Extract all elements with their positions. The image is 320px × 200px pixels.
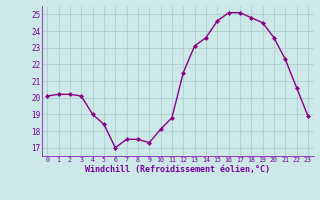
X-axis label: Windchill (Refroidissement éolien,°C): Windchill (Refroidissement éolien,°C)	[85, 165, 270, 174]
